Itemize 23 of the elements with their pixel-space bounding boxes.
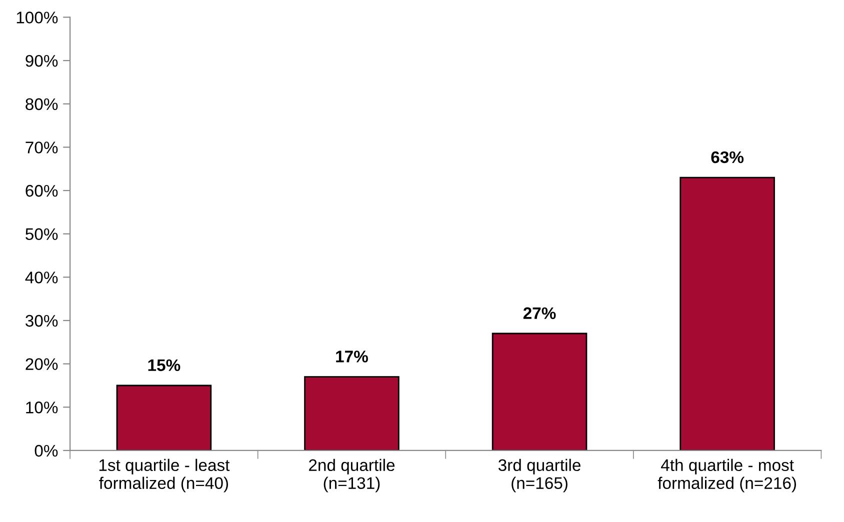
y-tick-label: 60% [26, 184, 58, 197]
bar [680, 176, 775, 450]
bar [492, 332, 588, 450]
y-tick-label: 40% [25, 272, 58, 284]
data-label: 15% [148, 359, 180, 372]
x-tick-label: 1st quartile - least formalized (n=40) [99, 458, 230, 492]
data-label: 63% [711, 151, 744, 164]
x-tick-label: 2nd quartile (n=131) [309, 458, 395, 492]
y-tick-label: 10% [26, 402, 58, 414]
y-tick-label: 80% [26, 98, 58, 110]
y-tick-label: 100% [16, 12, 58, 24]
y-tick-label: 30% [26, 314, 58, 327]
bar [116, 384, 212, 450]
y-tick-label: 0% [34, 444, 58, 457]
y-tick-label: 50% [26, 228, 58, 240]
y-tick-label: 70% [26, 142, 58, 154]
y-tick-label: 90% [26, 54, 58, 67]
data-label: 17% [336, 350, 368, 362]
bar [304, 376, 400, 450]
x-tick-label: 4th quartile - most formalized (n=216) [658, 458, 796, 492]
y-tick-label: 20% [26, 358, 58, 370]
data-label: 27% [523, 307, 556, 320]
x-tick-label: 3rd quartile (n=165) [498, 458, 580, 492]
